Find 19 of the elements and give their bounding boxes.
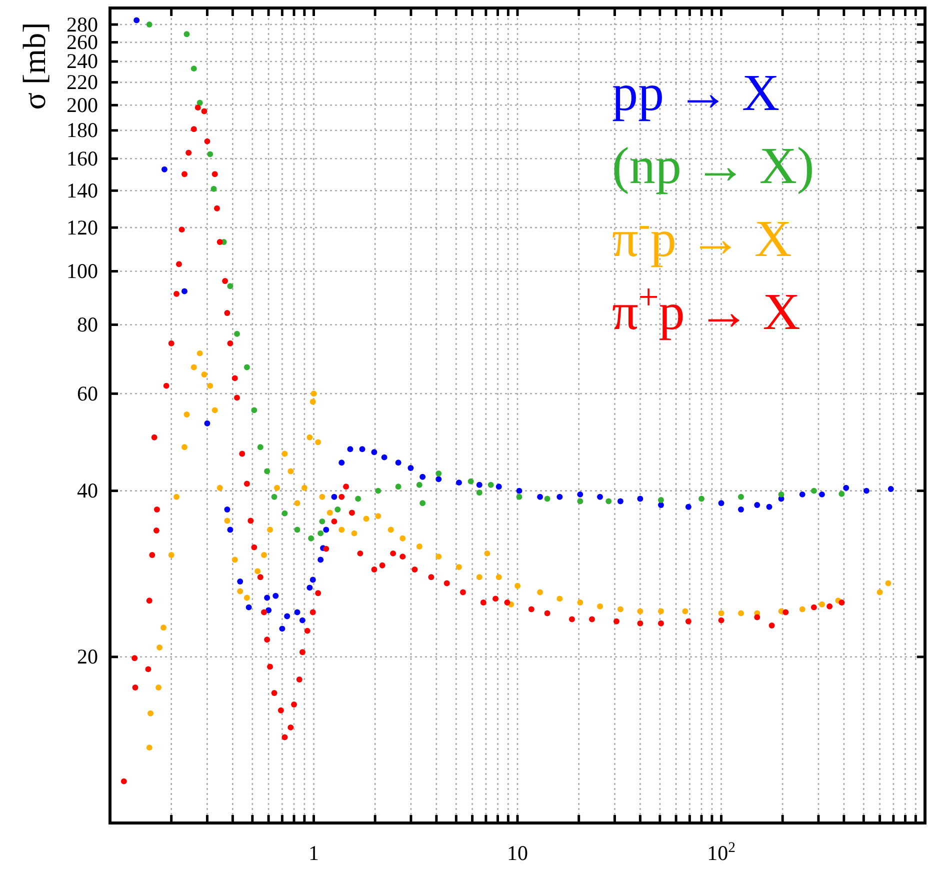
y-tick-label: 160 bbox=[66, 146, 98, 170]
y-tick-label: 80 bbox=[77, 312, 98, 336]
y-tick-label: 20 bbox=[77, 644, 98, 669]
text: pp → X bbox=[612, 65, 780, 122]
y-tick-label: 100 bbox=[66, 258, 98, 283]
y-tick-label: 140 bbox=[66, 178, 98, 202]
text: π$^{-}$p → X bbox=[612, 204, 792, 268]
y-axis-title: σ [mb] bbox=[16, 22, 52, 110]
y-tick-label: 200 bbox=[66, 92, 98, 117]
x-tick-label: 10$^{2}$ bbox=[707, 840, 736, 865]
x-tick-label: 10 bbox=[507, 840, 528, 865]
y-tick-label: 40 bbox=[77, 478, 98, 503]
text: (np → X) bbox=[612, 138, 814, 195]
x-tick-label: 1 bbox=[308, 840, 319, 865]
y-tick-label: 180 bbox=[66, 118, 98, 142]
y-tick-label: 60 bbox=[77, 381, 98, 406]
text: π$^{+}$p → X bbox=[612, 277, 800, 341]
y-tick-label: 120 bbox=[66, 215, 98, 240]
y-tick-label: 280 bbox=[66, 12, 98, 36]
